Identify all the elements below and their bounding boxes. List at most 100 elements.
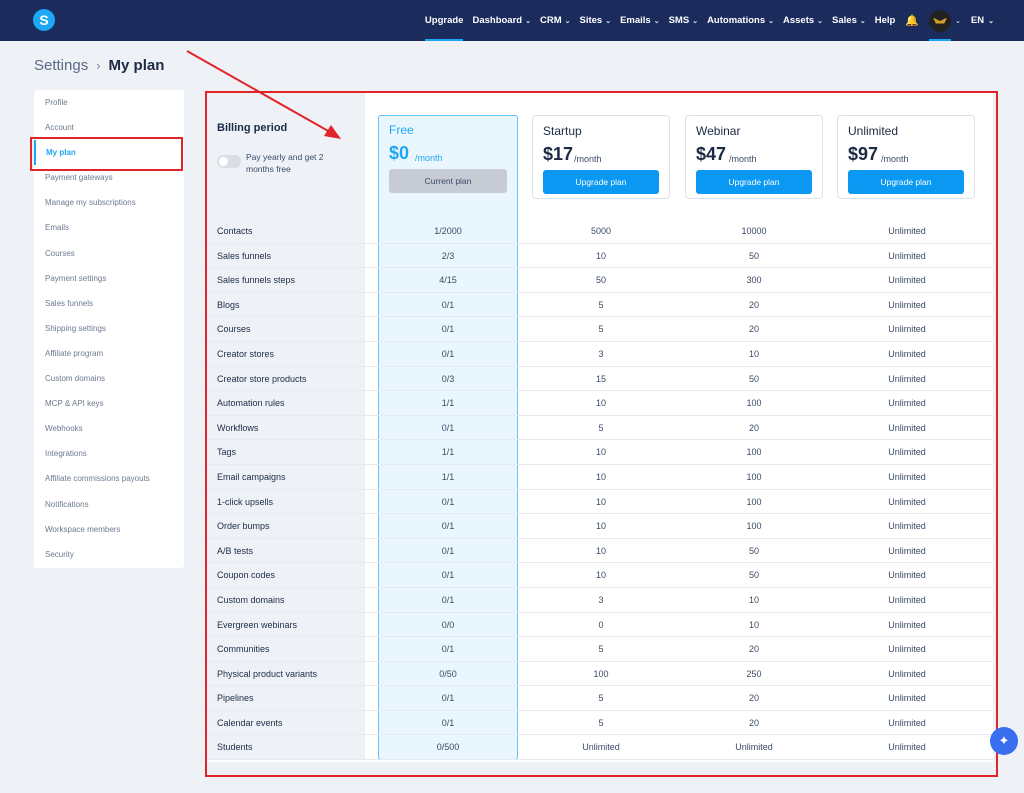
nav-label: CRM (539, 15, 562, 26)
feature-value: 5 (598, 324, 604, 335)
sidebar-item-notifications[interactable]: Notifications (45, 499, 89, 509)
chevron-down-icon: ⌄ (768, 17, 774, 25)
table-row: Evergreen webinars 0/0 0 10 Unlimited (205, 612, 993, 638)
feature-value: 0/1 (441, 545, 455, 556)
feature-value: 5000 (590, 226, 612, 236)
feature-value: 10 (595, 570, 606, 581)
main-nav: Upgrade Dashboard ⌄ CRM ⌄ Sites ⌄ Emails ⌄ SMS ⌄ Au… (416, 0, 994, 41)
sidebar-item-courses[interactable]: Courses (45, 248, 75, 258)
sidebar-item-payment-settings[interactable]: Payment settings (45, 273, 107, 283)
feature-value: 0/1 (441, 693, 455, 704)
sparkle-icon[interactable]: ✦ (990, 727, 1018, 755)
chevron-down-icon: ⌄ (564, 17, 571, 25)
sidebar-item-custom-domains[interactable]: Custom domains (45, 374, 106, 384)
sidebar-item-sales-funnels[interactable]: Sales funnels (45, 298, 94, 308)
sidebar-item-mcp-api-keys[interactable]: MCP & API keys (45, 399, 104, 409)
sidebar-item-account[interactable]: Account (45, 123, 74, 133)
feature-label-cell: Sales funnels steps (205, 268, 365, 292)
feature-value: Unlimited (888, 742, 926, 753)
language-selector[interactable]: EN ⌄ (971, 15, 994, 26)
user-menu[interactable]: ⌄ (929, 0, 961, 41)
sidebar-item-security[interactable]: Security (45, 549, 74, 559)
page-title: My plan (108, 57, 165, 74)
feature-value: 20 (748, 299, 759, 310)
plan-card-webinar: Webinar $47 /month Upgrade plan (685, 115, 823, 199)
table-row: Contacts 1/2000 5000 10000 Unlimited (205, 219, 993, 244)
feature-label: Blogs (217, 299, 240, 310)
feature-value: 3 (598, 594, 604, 605)
upgrade-plan-button[interactable]: Upgrade plan (848, 170, 964, 194)
feature-value: 100 (593, 668, 609, 679)
nav-help[interactable]: Help (875, 0, 896, 41)
feature-label: Students (217, 742, 253, 753)
sidebar-item-emails[interactable]: Emails (45, 223, 70, 233)
sidebar-item-shipping-settings[interactable]: Shipping settings (45, 323, 106, 333)
feature-value: Unlimited (735, 742, 773, 753)
nav-sales[interactable]: Sales ⌄ (832, 0, 866, 41)
bell-icon[interactable]: 🔔 (905, 15, 920, 27)
feature-value: 50 (748, 545, 759, 556)
sidebar-item-my-plan[interactable]: My plan (34, 140, 184, 166)
sidebar-item-manage-my-subscriptions[interactable]: Manage my subscriptions (45, 198, 136, 208)
nav-emails[interactable]: Emails ⌄ (620, 0, 660, 41)
feature-value: 0/1 (441, 717, 455, 728)
feature-value: Unlimited (888, 717, 926, 728)
nav-sites[interactable]: Sites ⌄ (579, 0, 611, 41)
nav-label: Dashboard (472, 15, 523, 26)
feature-value: 1/2000 (434, 226, 462, 236)
sidebar-item-affiliate-program[interactable]: Affiliate program (45, 348, 104, 358)
feature-label-cell: Order bumps (205, 514, 365, 538)
feature-value: Unlimited (888, 644, 926, 655)
sidebar-item-integrations[interactable]: Integrations (45, 449, 87, 459)
feature-value: 20 (748, 717, 759, 728)
nav-dashboard[interactable]: Dashboard ⌄ (472, 0, 531, 41)
feature-label: Evergreen webinars (217, 619, 298, 630)
app-logo[interactable]: S (33, 9, 55, 31)
feature-value: Unlimited (888, 619, 926, 630)
feature-value: 0/1 (441, 644, 455, 655)
plan-price: $97 (848, 144, 879, 164)
plan-name: Unlimited (848, 124, 899, 138)
upgrade-plan-button[interactable]: Upgrade plan (696, 170, 812, 194)
nav-upgrade[interactable]: Upgrade (424, 0, 463, 41)
feature-label: Creator store products (217, 373, 307, 384)
top-navbar: S Upgrade Dashboard ⌄ CRM ⌄ Sites ⌄ Emails ⌄ SMS ⌄… (0, 0, 1024, 41)
feature-label: A/B tests (217, 545, 254, 556)
feature-label-cell: 1-click upsells (205, 489, 365, 514)
feature-value: 100 (746, 447, 762, 458)
sidebar-item-payment-gateways[interactable]: Payment gateways (45, 173, 113, 183)
plan-name: Startup (543, 124, 582, 138)
breadcrumb-settings[interactable]: Settings (34, 57, 89, 74)
table-row: Email campaigns 1/1 10 100 Unlimited (205, 464, 993, 490)
nav-label: Sites (579, 15, 603, 26)
feature-label: Contacts (217, 226, 253, 236)
yearly-billing-toggle[interactable] (217, 155, 241, 168)
current-plan-button[interactable]: Current plan (389, 169, 507, 193)
feature-value: Unlimited (888, 447, 926, 458)
nav-crm[interactable]: CRM ⌄ (540, 0, 571, 41)
nav-automations[interactable]: Automations ⌄ (707, 0, 774, 41)
feature-value: 20 (748, 644, 759, 655)
feature-value: Unlimited (888, 226, 926, 236)
language-label: EN (970, 15, 985, 26)
feature-label-cell: Email campaigns (205, 464, 365, 489)
feature-value: 10 (595, 447, 606, 458)
nav-assets[interactable]: Assets ⌄ (783, 0, 823, 41)
feature-value: 10 (748, 348, 759, 359)
feature-label-cell: Creator store products (205, 366, 365, 391)
nav-label: Automations (707, 15, 766, 26)
upgrade-plan-button[interactable]: Upgrade plan (543, 170, 659, 194)
feature-value: 0/1 (441, 594, 455, 605)
sidebar-item-affiliate-commissions-payouts[interactable]: Affiliate commissions payouts (45, 474, 150, 484)
table-row: Custom domains 0/1 3 10 Unlimited (205, 587, 993, 613)
sidebar-item-workspace-members[interactable]: Workspace members (45, 524, 121, 534)
sidebar-item-webhooks[interactable]: Webhooks (45, 424, 83, 434)
sidebar-item-profile[interactable]: Profile (45, 98, 68, 107)
nav-sms[interactable]: SMS ⌄ (669, 0, 698, 41)
feature-value: Unlimited (888, 299, 926, 310)
feature-label-cell: Creator stores (205, 341, 365, 366)
feature-label: Pipelines (217, 693, 254, 704)
feature-label: Sales funnels steps (217, 275, 296, 286)
table-row: Sales funnels steps 4/15 50 300 Unlimited (205, 268, 993, 293)
table-row: Students 0/500 Unlimited Unlimited Unlimited (205, 735, 993, 761)
